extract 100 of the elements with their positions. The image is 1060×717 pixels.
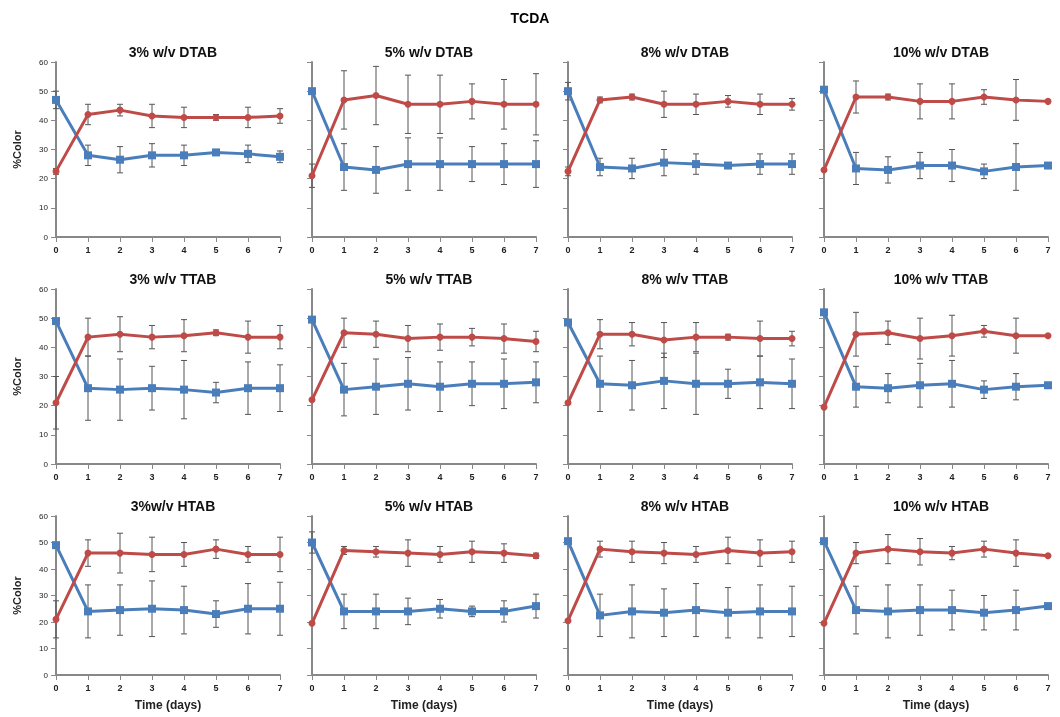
x-tick-label: 7	[533, 471, 539, 482]
x-tick-label: 3	[661, 244, 667, 255]
x-tick-label: 2	[373, 471, 379, 482]
y-tick-label: 20	[39, 174, 49, 184]
x-tick-label: 0	[53, 682, 59, 693]
chart-title: 8% w/v DTAB	[640, 44, 730, 60]
x-tick-label: 3	[149, 471, 155, 482]
x-tick-label: 6	[757, 682, 763, 693]
y-tick-label: 10	[39, 203, 49, 213]
y-tick-label: 40	[39, 115, 49, 125]
x-tick-label: 2	[373, 682, 379, 693]
x-tick-label: 0	[565, 471, 571, 482]
y-axis-title: %Color	[10, 356, 23, 396]
x-tick-label: 6	[245, 471, 251, 482]
chart-title: 8% w/v TTAB	[641, 271, 729, 287]
x-tick-label: 0	[309, 244, 315, 255]
y-tick-label: 60	[39, 57, 49, 67]
x-tick-label: 3	[149, 682, 155, 693]
x-tick-label: 1	[597, 244, 603, 255]
x-tick-label: 7	[1045, 471, 1051, 482]
x-tick-label: 1	[341, 471, 347, 482]
x-tick-label: 2	[373, 244, 379, 255]
x-tick-label: 5	[469, 682, 475, 693]
x-tick-label: 2	[117, 471, 123, 482]
x-tick-label: 5	[981, 682, 987, 693]
x-tick-label: 1	[85, 244, 91, 255]
x-tick-label: 5	[469, 244, 475, 255]
x-tick-label: 4	[949, 244, 955, 255]
x-tick-label: 1	[341, 244, 347, 255]
y-axis-title: %Color	[10, 575, 23, 615]
x-tick-label: 7	[1045, 682, 1051, 693]
chart-title: 5% w/v TTAB	[385, 271, 473, 287]
x-tick-label: 1	[85, 471, 91, 482]
y-tick-label: 40	[39, 342, 49, 352]
chart-title: 5% w/v HTAB	[384, 498, 474, 514]
x-tick-label: 5	[981, 244, 987, 255]
x-tick-label: 6	[501, 682, 507, 693]
x-tick-label: 5	[469, 471, 475, 482]
x-tick-label: 1	[597, 682, 603, 693]
x-tick-label: 5	[725, 682, 731, 693]
x-tick-label: 6	[501, 244, 507, 255]
x-tick-label: 7	[789, 682, 795, 693]
x-tick-label: 2	[117, 244, 123, 255]
y-tick-label: 0	[43, 232, 49, 242]
x-tick-label: 0	[309, 682, 315, 693]
y-tick-label: 10	[39, 644, 49, 653]
x-tick-label: 6	[245, 682, 251, 693]
x-tick-label: 1	[85, 682, 91, 693]
x-tick-label: 1	[853, 471, 859, 482]
y-tick-label: 50	[39, 538, 49, 547]
x-tick-label: 6	[245, 244, 251, 255]
x-tick-label: 4	[437, 682, 443, 693]
x-tick-label: 5	[213, 682, 219, 693]
chart-title: 3%w/v HTAB	[130, 498, 216, 514]
x-tick-label: 5	[213, 471, 219, 482]
x-tick-label: 7	[277, 244, 283, 255]
x-tick-label: 3	[661, 682, 667, 693]
x-tick-label: 2	[885, 244, 891, 255]
y-axis-title: %Color	[10, 129, 23, 169]
chart-title: 10% w/v DTAB	[892, 44, 990, 60]
chart-title: 8% w/v HTAB	[640, 498, 730, 514]
x-tick-label: 3	[661, 471, 667, 482]
x-tick-label: 4	[181, 471, 187, 482]
x-axis-title: Time (days)	[646, 698, 714, 712]
x-tick-label: 7	[533, 682, 539, 693]
chart-title: 3% w/v DTAB	[128, 44, 218, 60]
x-tick-label: 2	[629, 682, 635, 693]
text: TCDA	[509, 9, 551, 28]
x-tick-label: 2	[885, 682, 891, 693]
x-tick-label: 1	[853, 244, 859, 255]
y-tick-label: 30	[39, 591, 49, 600]
x-tick-label: 6	[501, 471, 507, 482]
x-tick-label: 3	[149, 244, 155, 255]
x-tick-label: 1	[597, 471, 603, 482]
x-tick-label: 4	[693, 244, 699, 255]
x-tick-label: 5	[213, 244, 219, 255]
x-tick-label: 0	[309, 471, 315, 482]
x-tick-label: 0	[565, 244, 571, 255]
x-tick-label: 2	[117, 682, 123, 693]
y-tick-label: 20	[39, 617, 49, 627]
x-tick-label: 6	[757, 244, 763, 255]
chart-title: 5% w/v DTAB	[384, 44, 474, 60]
x-tick-label: 2	[885, 471, 891, 482]
x-tick-label: 3	[405, 244, 411, 255]
x-tick-label: 2	[629, 471, 635, 482]
y-tick-label: 40	[39, 564, 49, 574]
x-tick-label: 6	[1013, 244, 1019, 255]
x-tick-label: 7	[277, 682, 283, 693]
x-tick-label: 1	[341, 682, 347, 693]
x-tick-label: 3	[917, 244, 923, 255]
x-tick-label: 4	[693, 682, 699, 693]
x-tick-label: 1	[853, 682, 859, 693]
x-tick-label: 4	[181, 682, 187, 693]
x-tick-label: 6	[1013, 471, 1019, 482]
x-tick-label: 0	[821, 244, 827, 255]
y-tick-label: 0	[43, 459, 49, 469]
x-tick-label: 3	[405, 682, 411, 693]
x-tick-label: 5	[981, 471, 987, 482]
x-tick-label: 4	[693, 471, 699, 482]
x-tick-label: 0	[821, 471, 827, 482]
